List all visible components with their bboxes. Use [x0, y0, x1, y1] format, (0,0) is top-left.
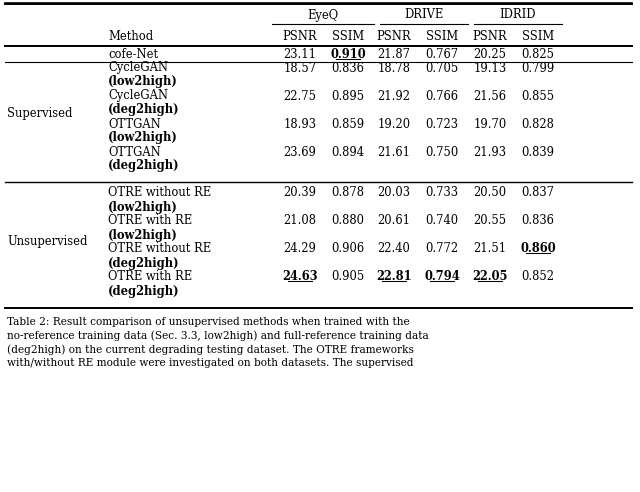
Text: 23.69: 23.69: [284, 146, 316, 158]
Text: 21.87: 21.87: [378, 49, 410, 62]
Text: PSNR: PSNR: [473, 30, 508, 42]
Text: 21.93: 21.93: [474, 146, 506, 158]
Text: (deg2high) on the current degrading testing dataset. The OTRE frameworks: (deg2high) on the current degrading test…: [7, 344, 414, 355]
Text: 20.03: 20.03: [378, 186, 410, 199]
Text: 0.740: 0.740: [426, 215, 459, 227]
Text: 22.81: 22.81: [376, 271, 412, 283]
Text: (low2high): (low2high): [108, 75, 178, 89]
Text: 0.880: 0.880: [332, 215, 365, 227]
Text: 0.836: 0.836: [332, 62, 364, 74]
Text: 0.860: 0.860: [520, 243, 556, 255]
Text: 18.93: 18.93: [284, 118, 317, 130]
Text: 21.56: 21.56: [474, 90, 506, 102]
Text: (deg2high): (deg2high): [108, 284, 180, 298]
Text: 0.852: 0.852: [522, 271, 554, 283]
Text: 18.78: 18.78: [378, 62, 410, 74]
Text: OTTGAN: OTTGAN: [108, 118, 161, 130]
Text: Unsupervised: Unsupervised: [7, 236, 88, 248]
Text: 21.08: 21.08: [284, 215, 317, 227]
Text: 21.61: 21.61: [378, 146, 410, 158]
Text: OTTGAN: OTTGAN: [108, 146, 161, 158]
Text: 0.799: 0.799: [522, 62, 555, 74]
Text: 0.839: 0.839: [522, 146, 554, 158]
Text: 18.57: 18.57: [284, 62, 317, 74]
Text: 0.905: 0.905: [332, 271, 365, 283]
Text: 0.825: 0.825: [522, 49, 554, 62]
Text: 24.29: 24.29: [284, 243, 316, 255]
Text: CycleGAN: CycleGAN: [108, 90, 168, 102]
Text: (deg2high): (deg2high): [108, 159, 180, 173]
Text: 20.61: 20.61: [378, 215, 410, 227]
Text: 0.828: 0.828: [522, 118, 554, 130]
Text: 19.70: 19.70: [474, 118, 507, 130]
Text: 23.11: 23.11: [284, 49, 317, 62]
Text: Table 2: Result comparison of unsupervised methods when trained with the: Table 2: Result comparison of unsupervis…: [7, 317, 410, 327]
Text: (low2high): (low2high): [108, 201, 178, 214]
Text: DRIVE: DRIVE: [404, 8, 444, 22]
Text: IDRID: IDRID: [500, 8, 536, 22]
Text: (deg2high): (deg2high): [108, 103, 180, 117]
Text: 0.750: 0.750: [426, 146, 459, 158]
Text: (low2high): (low2high): [108, 228, 178, 242]
Text: 0.767: 0.767: [426, 49, 459, 62]
Text: 0.910: 0.910: [330, 49, 366, 62]
Text: 20.50: 20.50: [474, 186, 507, 199]
Text: 22.40: 22.40: [378, 243, 410, 255]
Text: EyeQ: EyeQ: [307, 8, 339, 22]
Text: 0.878: 0.878: [332, 186, 365, 199]
Text: SSIM: SSIM: [522, 30, 554, 42]
Text: 20.55: 20.55: [474, 215, 507, 227]
Text: 0.906: 0.906: [332, 243, 365, 255]
Text: 22.75: 22.75: [284, 90, 317, 102]
Text: PSNR: PSNR: [377, 30, 412, 42]
Text: Method: Method: [108, 30, 153, 42]
Text: OTRE without RE: OTRE without RE: [108, 243, 211, 255]
Text: with/without RE module were investigated on both datasets. The supervised: with/without RE module were investigated…: [7, 358, 413, 368]
Text: 0.772: 0.772: [426, 243, 459, 255]
Text: 19.20: 19.20: [378, 118, 411, 130]
Text: 22.05: 22.05: [472, 271, 508, 283]
Text: 0.837: 0.837: [522, 186, 554, 199]
Text: 20.25: 20.25: [474, 49, 506, 62]
Text: cofe-Net: cofe-Net: [108, 49, 158, 62]
Text: Supervised: Supervised: [7, 106, 72, 120]
Text: (deg2high): (deg2high): [108, 256, 180, 270]
Text: OTRE without RE: OTRE without RE: [108, 186, 211, 199]
Text: 0.836: 0.836: [522, 215, 554, 227]
Text: 0.723: 0.723: [426, 118, 458, 130]
Text: no-reference training data (Sec. 3.3, low2high) and full-reference training data: no-reference training data (Sec. 3.3, lo…: [7, 331, 429, 341]
Text: OTRE with RE: OTRE with RE: [108, 215, 192, 227]
Text: 0.894: 0.894: [332, 146, 365, 158]
Text: 19.13: 19.13: [474, 62, 507, 74]
Text: 0.766: 0.766: [426, 90, 458, 102]
Text: 0.895: 0.895: [332, 90, 365, 102]
Text: 0.705: 0.705: [426, 62, 459, 74]
Text: OTRE with RE: OTRE with RE: [108, 271, 192, 283]
Text: 0.859: 0.859: [332, 118, 365, 130]
Text: 21.92: 21.92: [378, 90, 410, 102]
Text: PSNR: PSNR: [283, 30, 317, 42]
Text: 0.855: 0.855: [522, 90, 555, 102]
Text: (low2high): (low2high): [108, 131, 178, 145]
Text: CycleGAN: CycleGAN: [108, 62, 168, 74]
Text: SSIM: SSIM: [332, 30, 364, 42]
Text: 21.51: 21.51: [474, 243, 507, 255]
Text: 0.733: 0.733: [426, 186, 458, 199]
Text: 20.39: 20.39: [284, 186, 317, 199]
Text: SSIM: SSIM: [426, 30, 458, 42]
Text: 24.63: 24.63: [282, 271, 318, 283]
Text: 0.794: 0.794: [424, 271, 460, 283]
